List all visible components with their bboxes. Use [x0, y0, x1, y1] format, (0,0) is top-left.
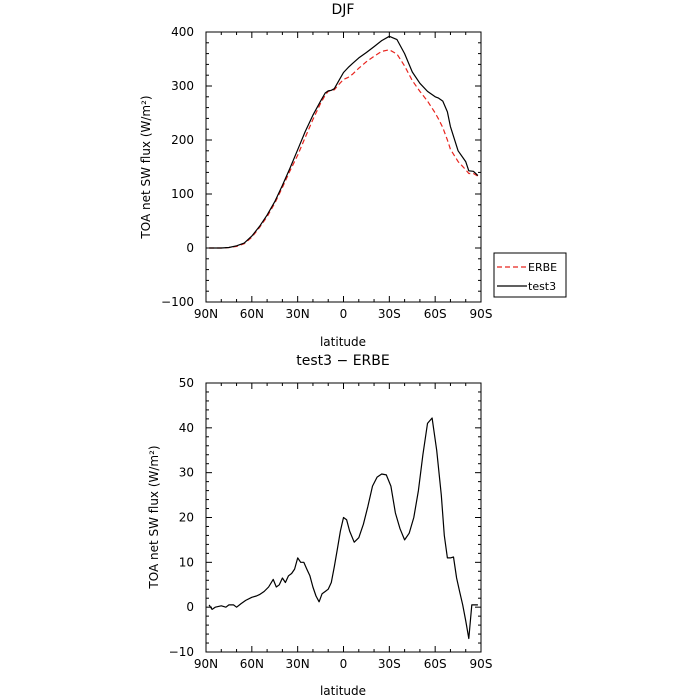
bottom-x-tick-label: 60N	[240, 657, 264, 671]
bottom-series-lines	[208, 417, 478, 640]
bottom-y-axis-label: TOA net SW flux (W/m²)	[147, 445, 161, 589]
bottom-chart-title: test3 − ERBE	[296, 353, 389, 369]
top-x-tick-label: 60N	[240, 307, 264, 321]
top-plot-frame	[205, 31, 482, 303]
top-tick-labels: 90N 60N 30N 0 30S 60S 90S −100 0 100 200 300 400	[161, 25, 492, 321]
bottom-x-tick-label: 30S	[378, 657, 401, 671]
top-y-tick-label: 300	[171, 79, 194, 93]
legend-label-test3: test3	[528, 280, 556, 293]
legend: ERBE test3	[493, 252, 567, 298]
bottom-y-tick-label: 30	[179, 466, 194, 480]
top-y-tick-label: −100	[161, 295, 194, 309]
bottom-series-line-series-0	[208, 417, 478, 640]
bottom-y-tick-label: 50	[179, 376, 194, 390]
top-x-axis-label: latitude	[320, 335, 366, 349]
bottom-x-tick-label: 30N	[286, 657, 310, 671]
top-y-tick-label: 200	[171, 133, 194, 147]
bottom-y-tick-label: 20	[179, 511, 194, 525]
top-series-line-test3	[209, 35, 479, 249]
bottom-y-tick-label: 10	[179, 555, 194, 569]
top-x-tick-label: 90S	[470, 307, 493, 321]
top-x-tick-label: 60S	[424, 307, 447, 321]
top-chart-title: DJF	[332, 2, 355, 18]
bottom-plot-frame	[205, 382, 482, 653]
top-x-tick-label: 0	[340, 307, 348, 321]
top-y-axis-label: TOA net SW flux (W/m²)	[139, 95, 153, 239]
bottom-panel: test3 − ERBE 90N 60N 30N 0 30S 60S 90S −10 0 10 20…	[147, 353, 492, 698]
bottom-y-tick-label: −10	[169, 645, 194, 659]
top-panel: DJF 90N 60N 30N 0 30S 60S 90S −100 0 100 200 300 400…	[139, 2, 567, 349]
top-x-tick-label: 30S	[378, 307, 401, 321]
bottom-x-tick-label: 90S	[470, 657, 493, 671]
bottom-x-tick-label: 90N	[194, 657, 218, 671]
top-series-line-erbe	[209, 49, 479, 249]
legend-box	[493, 252, 567, 298]
legend-label-erbe: ERBE	[528, 261, 557, 274]
bottom-x-tick-label: 60S	[424, 657, 447, 671]
top-y-tick-label: 0	[186, 241, 194, 255]
bottom-x-axis-label: latitude	[320, 684, 366, 698]
bottom-y-tick-label: 40	[179, 421, 194, 435]
bottom-tick-labels: 90N 60N 30N 0 30S 60S 90S −10 0 10 20 30 40 50	[169, 376, 493, 671]
bottom-y-tick-label: 0	[186, 600, 194, 614]
top-series-lines	[209, 35, 479, 249]
top-y-tick-label: 400	[171, 25, 194, 39]
top-x-tick-label: 90N	[194, 307, 218, 321]
bottom-x-tick-label: 0	[340, 657, 348, 671]
top-y-tick-label: 100	[171, 187, 194, 201]
top-x-tick-label: 30N	[286, 307, 310, 321]
